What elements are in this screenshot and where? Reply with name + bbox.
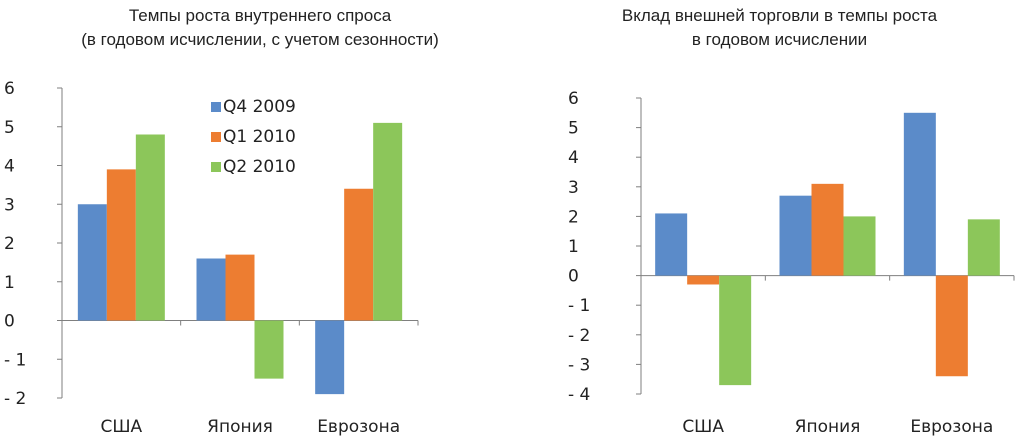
right-bar-2-3: [935, 275, 968, 377]
right-bar-2-2: [811, 183, 844, 276]
right-bar-2-1: [687, 275, 720, 285]
left-bar-3-1: [135, 134, 165, 321]
left-legend-label: Q1 2010: [223, 127, 296, 147]
chart-left-plot: 6 5 4 3 2 1 0 - 1 - 2 США Япония Еврозона Q4 2009 Q1 …: [4, 79, 419, 437]
left-y-tick-label: 1: [4, 273, 15, 293]
right-y-tick-label: 1: [568, 237, 579, 257]
right-y-tick-label: - 1: [568, 296, 590, 316]
right-bar-3-2: [843, 216, 876, 276]
left-bar-3-2: [254, 320, 284, 379]
left-legend-swatch: [211, 132, 221, 142]
right-bar-3-3: [967, 219, 1000, 276]
right-bar-3-1: [719, 275, 752, 386]
left-bar-1-3: [315, 320, 345, 395]
left-legend-label: Q2 2010: [223, 157, 296, 177]
left-bar-2-1: [106, 169, 136, 321]
chart-subtitle-left: (в годовом исчислении, с учетом сезоннос…: [81, 30, 439, 49]
left-y-tick-label: 5: [4, 118, 15, 138]
chart-domestic-demand: Темпы роста внутреннего спроса (в годово…: [0, 4, 520, 437]
right-bar-1-1: [655, 213, 688, 276]
left-y-tick-label: - 2: [4, 389, 26, 409]
chart-foreign-trade: Вклад внешней торговли в темпы роста в г…: [540, 0, 1019, 440]
chart-title-left: Темпы роста внутреннего спроса (в годово…: [0, 4, 520, 52]
right-y-tick-label: - 4: [568, 385, 590, 405]
left-y-tick-label: 3: [4, 195, 15, 215]
right-y-tick-label: - 3: [568, 355, 590, 375]
left-legend-label: Q4 2009: [223, 97, 296, 117]
chart-title-right-line1: Вклад внешней торговли в темпы роста: [621, 6, 938, 25]
left-bar-3-3: [373, 122, 403, 321]
right-category-label: Япония: [795, 417, 861, 437]
right-y-tick-label: - 2: [568, 326, 590, 346]
right-bar-1-2: [779, 195, 812, 276]
right-y-tick-label: 3: [568, 178, 579, 198]
left-y-tick-label: 4: [4, 157, 15, 177]
chart-right-plot: 6 5 4 3 2 1 0 - 1 - 2 - 3 - 4 США Япония Еврозона: [568, 89, 1015, 437]
chart-title-left-line1: Темпы роста внутреннего спроса: [128, 6, 392, 25]
right-y-tick-label: 2: [568, 207, 579, 227]
right-y-tick-label: 4: [568, 148, 579, 168]
left-bar-2-3: [344, 188, 374, 321]
left-category-label: Еврозона: [317, 417, 400, 437]
chart-subtitle-right: в годовом исчислении: [691, 30, 868, 49]
left-y-tick-label: 6: [4, 79, 15, 99]
right-category-label: Еврозона: [910, 417, 993, 437]
left-y-tick-label: - 1: [4, 350, 26, 370]
right-y-tick-label: 5: [568, 119, 579, 139]
left-bar-1-1: [77, 204, 107, 321]
right-category-label: США: [682, 417, 724, 437]
right-y-tick-label: 0: [568, 267, 579, 287]
right-y-tick-label: 6: [568, 89, 579, 109]
left-bar-2-2: [225, 254, 255, 321]
right-bar-1-3: [903, 112, 936, 276]
left-category-label: США: [100, 417, 142, 437]
chart-title-right: Вклад внешней торговли в темпы роста в г…: [540, 4, 1019, 52]
left-y-tick-label: 0: [4, 312, 15, 332]
left-category-label: Япония: [207, 417, 273, 437]
left-legend-swatch: [211, 162, 221, 172]
left-y-tick-label: 2: [4, 234, 15, 254]
left-bar-1-2: [196, 258, 226, 321]
left-legend-swatch: [211, 102, 221, 112]
